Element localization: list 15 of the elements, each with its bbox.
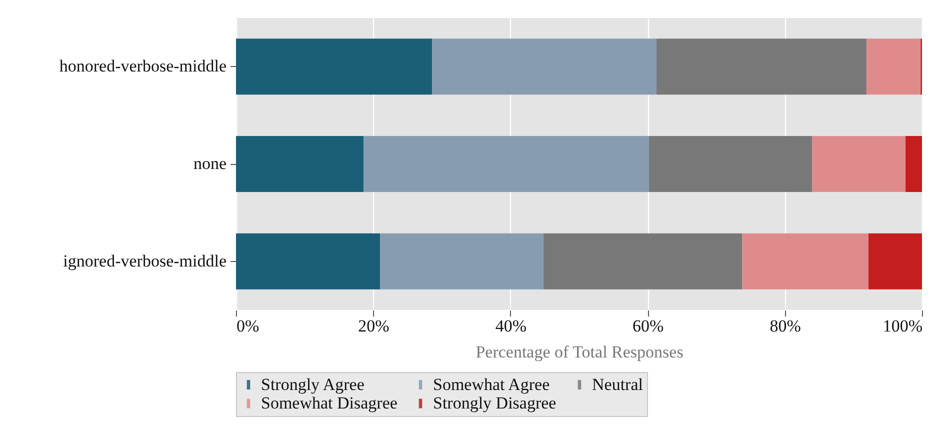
x-tick-label: 100% — [882, 316, 922, 336]
legend-label: Strongly Disagree — [433, 394, 556, 412]
y-tick-label: none — [193, 154, 226, 173]
y-tick-label: ignored-verbose-middle — [63, 251, 226, 270]
legend-label: Neutral — [592, 374, 644, 394]
x-tick-label: 60% — [632, 316, 664, 336]
legend-label: Strongly Agree — [261, 374, 364, 394]
x-tick-label: 20% — [358, 316, 390, 336]
x-tick-label: 40% — [495, 316, 526, 336]
legend-label: Somewhat Disagree — [261, 394, 398, 412]
x-tick-label: 0% — [236, 316, 260, 336]
x-axis-title: Percentage of Total Responses — [476, 342, 684, 362]
x-tick-label: 80% — [770, 316, 801, 336]
y-tick-label: honored-verbose-middle — [59, 56, 226, 76]
legend-label: Somewhat Agree — [433, 374, 550, 394]
